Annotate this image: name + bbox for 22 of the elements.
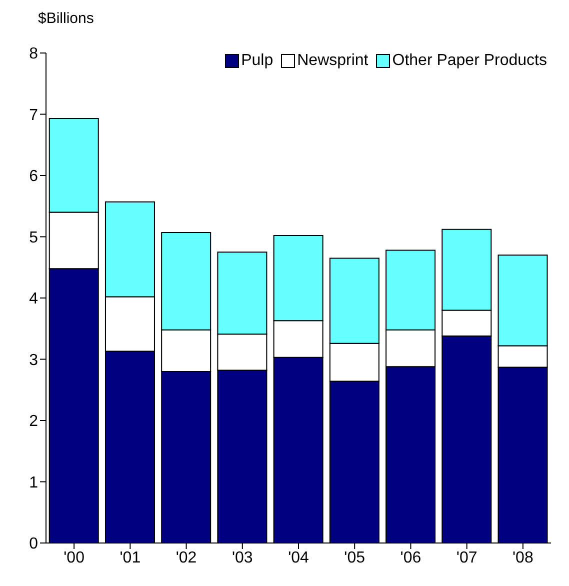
legend-label: Pulp xyxy=(240,52,274,70)
legend-label: Other Paper Products xyxy=(391,52,547,70)
y-tick-label: 6 xyxy=(29,168,38,186)
y-tick-label: 1 xyxy=(29,474,38,492)
y-tick-label: 0 xyxy=(29,536,38,553)
y-tick-label: 4 xyxy=(29,290,38,308)
y-tick-label: 8 xyxy=(29,46,38,63)
x-tick-label: '04 xyxy=(288,549,310,566)
y-tick-label: 3 xyxy=(29,352,38,369)
y-tick-label: 2 xyxy=(29,413,38,430)
x-tick-label: '03 xyxy=(232,549,253,566)
x-tick-label: '05 xyxy=(344,549,366,566)
x-tick-label: '01 xyxy=(120,549,141,566)
legend-label: Newsprint xyxy=(296,52,368,70)
x-tick-label: '07 xyxy=(456,549,478,566)
x-tick-label: '02 xyxy=(176,549,197,566)
x-tick-label: '06 xyxy=(400,549,422,566)
y-tick-label: 7 xyxy=(29,106,38,124)
y-tick-label: 5 xyxy=(29,229,38,246)
x-tick-label: '08 xyxy=(512,549,534,566)
y-axis-title: $Billions xyxy=(38,10,94,27)
x-tick-label: '00 xyxy=(64,549,85,566)
